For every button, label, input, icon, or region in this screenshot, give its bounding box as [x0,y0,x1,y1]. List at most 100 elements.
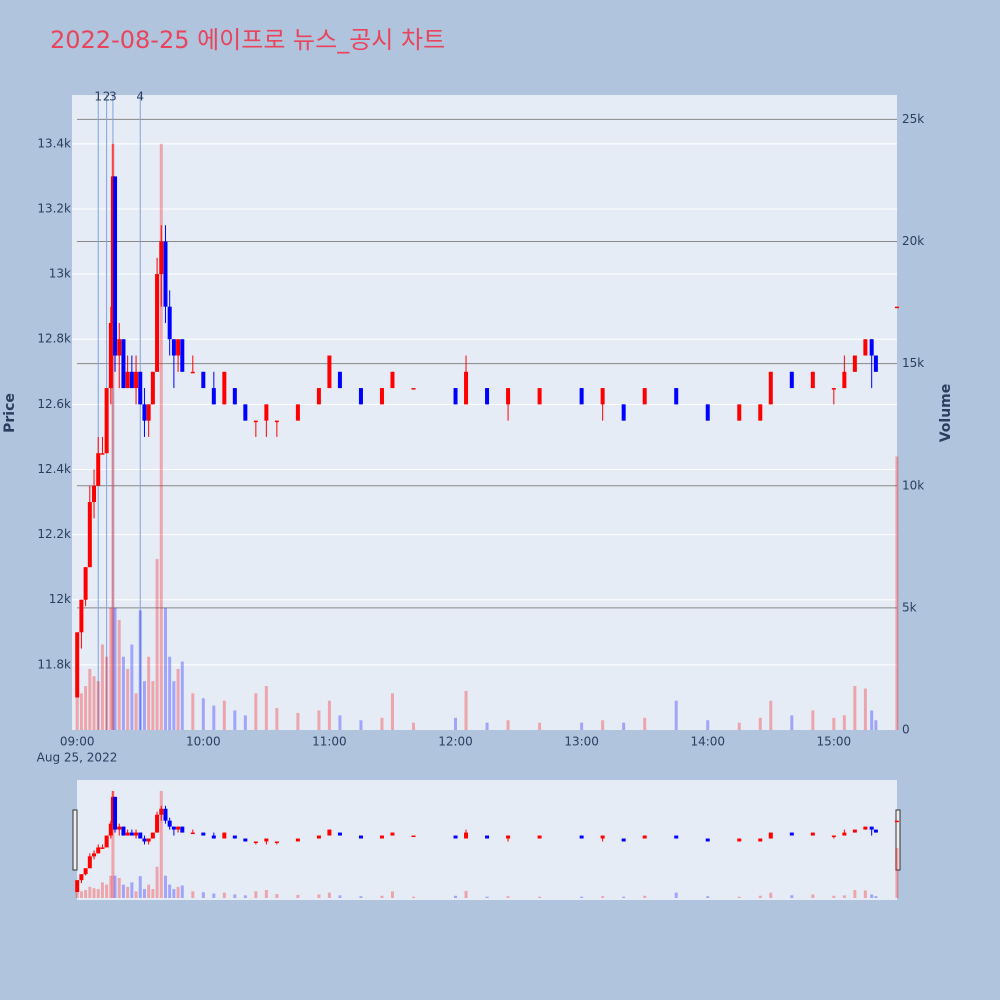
candle-body [810,371,815,389]
mini-candle-body [150,832,155,839]
volume-bar [464,690,468,730]
rangeslider-handle[interactable] [895,809,901,871]
mini-volume-bar [88,886,92,898]
candle-body [232,388,237,405]
candle-body [453,388,458,405]
candle-body [831,388,836,390]
candle-body [110,176,115,323]
volume-bar [176,668,180,730]
candle-body [138,371,143,405]
candle-body [92,485,97,503]
mini-volume-bar [233,894,237,898]
mini-volume-bar [191,891,195,898]
candle-body [537,388,542,405]
mini-volume-bar [758,895,762,898]
mini-volume-bar [390,891,394,898]
candle-body [171,339,176,356]
mini-volume-bar [75,889,79,898]
mini-candle-body [274,841,279,843]
mini-candle-body [264,838,269,842]
mini-volume-bar [706,896,710,898]
mini-candle-body [831,835,836,838]
volume-bar [643,717,647,730]
x-tick-label: 09:00 [60,735,95,749]
mini-candle-body [506,835,511,839]
volume-bar [317,710,321,730]
candle-body [159,241,164,275]
candle-body [121,339,126,389]
mini-volume-bar [172,889,176,898]
candle-body [163,241,168,307]
x-tick-label: 13:00 [564,735,599,749]
mini-volume-bar [142,889,146,898]
mini-candle-body [485,835,490,839]
x-tick-label: 10:00 [186,735,221,749]
candle-body [100,453,105,455]
volume-bar [506,720,510,730]
mini-volume-bar [92,888,96,898]
volume-bar [111,143,115,730]
candle-body [83,567,88,600]
mini-candle-body [789,832,794,836]
y-tick-label: 12.6k [37,397,71,411]
volume-bar [243,715,247,730]
mini-volume-bar [130,882,134,898]
mini-candle-body [180,826,185,833]
mini-volume-bar [212,893,216,898]
mini-volume-bar [176,886,180,898]
candle-body [869,339,874,356]
mini-volume-bar [464,890,468,898]
volume-bar [117,620,121,730]
volume-bar [75,681,79,730]
volume-bar [142,681,146,730]
candle-body [96,453,101,486]
mini-volume-bar [264,889,268,898]
candle-body [600,388,605,405]
mini-candle-body [134,832,139,836]
mini-candle-body [167,820,172,827]
rangeslider-handle[interactable] [72,809,78,871]
candle-body [211,388,216,405]
mini-candle-body [579,835,584,839]
mini-candle-body [337,832,342,836]
mini-candle-body [100,847,105,849]
candle-body [579,388,584,405]
volume-bar [580,722,584,730]
candle-body [768,371,773,405]
mini-candle-body [222,832,227,839]
candle-body [358,388,363,405]
mini-volume-bar [506,896,510,898]
volume-bar [201,698,205,730]
candle-body [674,388,679,405]
mini-volume-bar [134,891,138,898]
volume-bar [454,717,458,730]
candle-body [295,404,300,421]
mini-volume-bar [222,892,226,898]
mini-volume-bar [411,896,415,898]
mini-candle-body [810,832,815,836]
candle-body [201,371,206,389]
volume-bar [84,686,88,730]
mini-volume-bar [485,896,489,898]
volume-bar [832,717,836,730]
mini-candle-body [253,841,258,843]
mini-candle-body [453,835,458,839]
mini-candle-body [87,856,92,869]
mini-volume-bar [117,877,121,898]
mini-candle-body [79,874,84,881]
volume-bar [538,722,542,730]
mini-volume-bar [151,889,155,898]
mini-candle-body [211,835,216,839]
mini-volume-bar [317,894,321,898]
y2-tick-label: 0 [902,723,910,737]
mini-volume-bar [126,886,130,898]
mini-volume-bar [870,894,874,898]
candle-body [104,388,109,454]
rangeslider [77,780,897,900]
mini-volume-bar [243,895,247,898]
mini-candle-body [411,835,416,838]
volume-bar [159,143,163,730]
mini-candle-body [83,868,88,875]
y-tick-label: 13k [49,267,71,281]
volume-bar [622,722,626,730]
